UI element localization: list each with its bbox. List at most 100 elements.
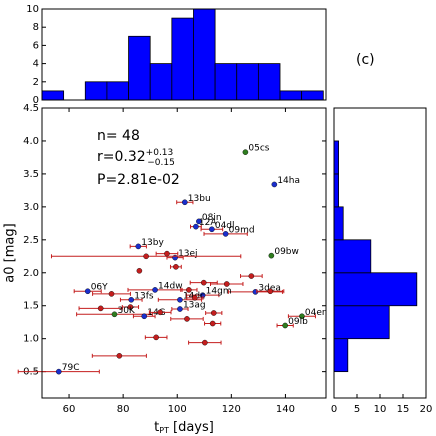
y-tick-label: 6: [33, 40, 39, 51]
x-tick-label: 100: [168, 404, 187, 415]
hist-bar: [257, 63, 281, 101]
point: [192, 295, 198, 301]
hist-bar: [333, 338, 349, 373]
point-label: 3dea: [258, 283, 281, 293]
annotation-p: P=2.81e-02: [97, 172, 180, 188]
point-label: 09md: [229, 225, 255, 235]
x-tick-label: 20: [420, 404, 433, 415]
point-label: 09bw: [274, 247, 299, 257]
point: [116, 353, 123, 359]
point: [157, 309, 163, 316]
point: [184, 316, 190, 322]
hist-bar: [171, 17, 194, 101]
x-tick-label: 0: [331, 404, 337, 415]
x-tick-label: 10: [374, 404, 387, 415]
point-label: 14gm: [206, 287, 232, 297]
hist-bar: [149, 63, 173, 101]
point: [177, 306, 183, 312]
point: [172, 254, 178, 261]
hist-bar: [333, 206, 344, 241]
point-label: 08in: [202, 213, 222, 223]
y-tick-label: 4.0: [23, 136, 39, 147]
hist-bar: [106, 81, 129, 101]
point-label: 05cs: [248, 144, 269, 154]
point: [267, 288, 274, 295]
hist-bar: [193, 8, 216, 101]
y-tick-label: 2.0: [23, 268, 39, 279]
x-tick-label: 5: [354, 404, 360, 415]
point: [111, 311, 118, 318]
hist-bar: [41, 90, 65, 101]
point: [143, 253, 149, 260]
hist-bar: [236, 63, 259, 101]
point: [173, 264, 179, 270]
axes-frame: [41, 8, 327, 101]
point: [152, 287, 158, 293]
x-tick-label: 15: [397, 404, 410, 415]
point: [177, 296, 183, 303]
hist-bar: [128, 35, 151, 101]
annotation-r: r=0.32+0.13 −0.15: [97, 148, 175, 168]
point: [128, 296, 135, 303]
point-label: 30K: [117, 306, 135, 316]
x-tick-label: 60: [63, 404, 76, 415]
point: [108, 291, 115, 297]
hist-bar: [333, 140, 339, 175]
y-tick-label: 2.5: [23, 235, 39, 246]
x-tick-label: 140: [276, 404, 295, 415]
x-tick-label: 120: [222, 404, 241, 415]
point: [84, 288, 91, 295]
point: [127, 304, 134, 310]
axes-frame: [41, 107, 327, 399]
r-sub: −0.15: [147, 158, 175, 168]
point: [193, 223, 199, 230]
hist-bar: [333, 173, 339, 208]
r-sup: +0.13: [146, 148, 174, 158]
point-label: 04dl: [215, 221, 235, 231]
x-axis-label: tPT [days]: [154, 420, 214, 435]
annotation-n: n= 48: [97, 128, 140, 144]
point: [282, 322, 288, 329]
y-tick-label: 10: [26, 4, 39, 15]
point: [182, 199, 188, 206]
point: [200, 279, 207, 286]
point: [135, 243, 142, 250]
point-label: 14dw: [158, 281, 183, 291]
y-tick-label: 3.5: [23, 169, 39, 180]
hist-bar: [279, 90, 303, 101]
point: [210, 310, 217, 316]
point-label: 13fs: [134, 291, 154, 301]
y-tick-label: 1.5: [23, 301, 39, 312]
hist-bar: [84, 81, 108, 101]
point-label: 14ha: [277, 176, 300, 186]
point: [271, 181, 278, 188]
point: [202, 339, 208, 346]
point: [136, 267, 143, 274]
point: [299, 313, 305, 320]
point: [209, 320, 216, 327]
point: [209, 226, 215, 233]
hist-bar: [301, 90, 324, 101]
point: [223, 281, 230, 287]
x-label-sub: PT: [159, 426, 169, 435]
point-label: 79C: [62, 363, 80, 373]
y-tick-label: 3.0: [23, 202, 39, 213]
point-label: 13ej: [178, 249, 198, 259]
y-tick-label: 0: [33, 95, 39, 106]
x-label-main: t: [154, 420, 159, 435]
hist-bar: [333, 305, 390, 340]
point: [55, 368, 62, 375]
point: [242, 149, 249, 155]
y-tick-label: 4: [33, 59, 39, 70]
hist-bar: [214, 63, 238, 101]
point: [164, 250, 170, 257]
y-tick-label: 8: [33, 22, 39, 33]
r-text: r=0.32: [97, 149, 146, 165]
point-label: 12A: [199, 218, 217, 228]
point: [153, 334, 159, 341]
point-label: 13bu: [188, 194, 211, 204]
x-tick-label: 80: [117, 404, 130, 415]
point: [97, 305, 104, 312]
point: [268, 252, 275, 259]
hist-bar: [333, 272, 418, 307]
